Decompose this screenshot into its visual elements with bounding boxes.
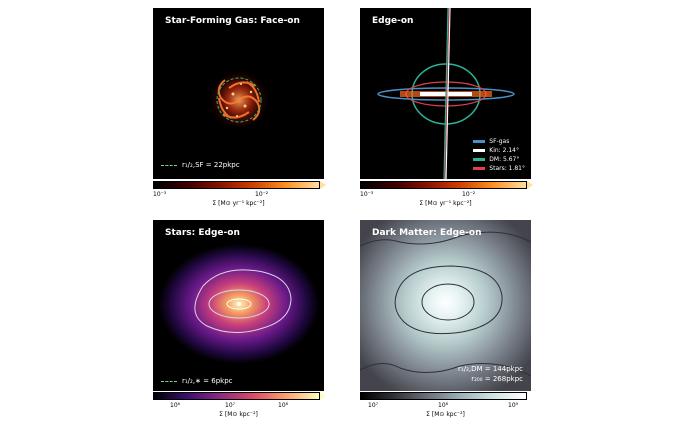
legend-item-kin: Kin: 2.14° [473,146,525,155]
colorbar-tick: 10⁶ [170,402,181,409]
dm-half-mass-radius-note: r₁/₂,DM = 144pkpc [458,365,523,373]
legend-label: DM: 5.67° [489,156,520,163]
half-mass-radius-note: r₁/₂,∗ = 6pkpc [161,377,233,385]
dashed-line-icon [161,164,177,166]
legend-item-dm: DM: 5.67° [473,155,525,164]
colorbar-tick: 10⁸ [278,402,289,409]
note-text: r₁/₂,∗ = 6pkpc [182,377,233,385]
dark-matter-edge-on-panel: Dark Matter: Edge-on r₁/₂,DM = 144pkpc r… [360,220,531,391]
sf-gas-faceon-map [209,70,269,130]
colorbar-edge-on [360,181,527,189]
dashed-line-icon [161,380,177,382]
colorbar-tick: 10⁻³ [360,191,374,198]
colorbar-tick: 10⁹ [508,402,519,409]
colorbar-tick: 10⁻³ [153,191,167,198]
note-text: r₁/₂,SF = 22pkpc [182,161,240,169]
stars-edge-on-panel: Stars: Edge-on r₁/₂,∗ = 6pkpc [153,220,324,391]
colorbar-tick: 10⁷ [225,402,236,409]
colorbar-sf-gas-faceon [153,181,320,189]
colorbar-extend-arrow [320,181,326,189]
panel-title: Stars: Edge-on [165,228,240,238]
legend-item-sf-gas: SF-gas [473,137,525,146]
colorbar-stars [153,392,320,400]
colorbar-dark-matter [360,392,527,400]
panel-title: Star-Forming Gas: Face-on [165,16,300,26]
dark-matter-edge-on-map [360,220,531,391]
colorbar-extend-arrow [527,181,533,189]
legend-item-stars: Stars: 1.81° [473,164,525,173]
colorbar-extend-arrow [320,392,326,400]
stars-edge-on-map [159,244,319,364]
colorbar-tick: 10⁸ [438,402,449,409]
legend-label: Kin: 2.14° [489,147,519,154]
r200-radius-note: r₂₀₀ = 268pkpc [471,375,523,383]
colorbar-extend-arrow [527,392,533,400]
colorbar-tick: 10⁻² [462,191,476,198]
sf-gas-faceon-panel: Star-Forming Gas: Face-on r₁/₂,SF = 22pk… [153,8,324,179]
colorbar-label: Σ [M⊙ yr⁻¹ kpc⁻²] [212,200,265,207]
panel-title: Edge-on [372,16,414,26]
legend-swatch [473,140,486,143]
angle-legend: SF-gas Kin: 2.14° DM: 5.67° Stars: 1.81° [473,137,525,173]
edge-on-map [377,8,515,179]
colorbar-tick: 10⁻² [255,191,269,198]
colorbar-tick: 10⁷ [368,402,379,409]
colorbar-label: Σ [M⊙ kpc⁻²] [219,411,258,418]
legend-swatch [473,149,486,152]
legend-label: SF-gas [489,138,510,145]
legend-swatch [473,158,486,161]
legend-swatch [473,167,486,170]
edge-on-panel: Edge-on SF-gas Kin: 2.14° DM: 5.67° Star… [360,8,531,179]
panel-title: Dark Matter: Edge-on [372,228,482,238]
half-mass-radius-note: r₁/₂,SF = 22pkpc [161,161,240,169]
legend-label: Stars: 1.81° [489,165,525,172]
colorbar-label: Σ [M⊙ kpc⁻²] [426,411,465,418]
colorbar-label: Σ [M⊙ yr⁻¹ kpc⁻²] [419,200,472,207]
